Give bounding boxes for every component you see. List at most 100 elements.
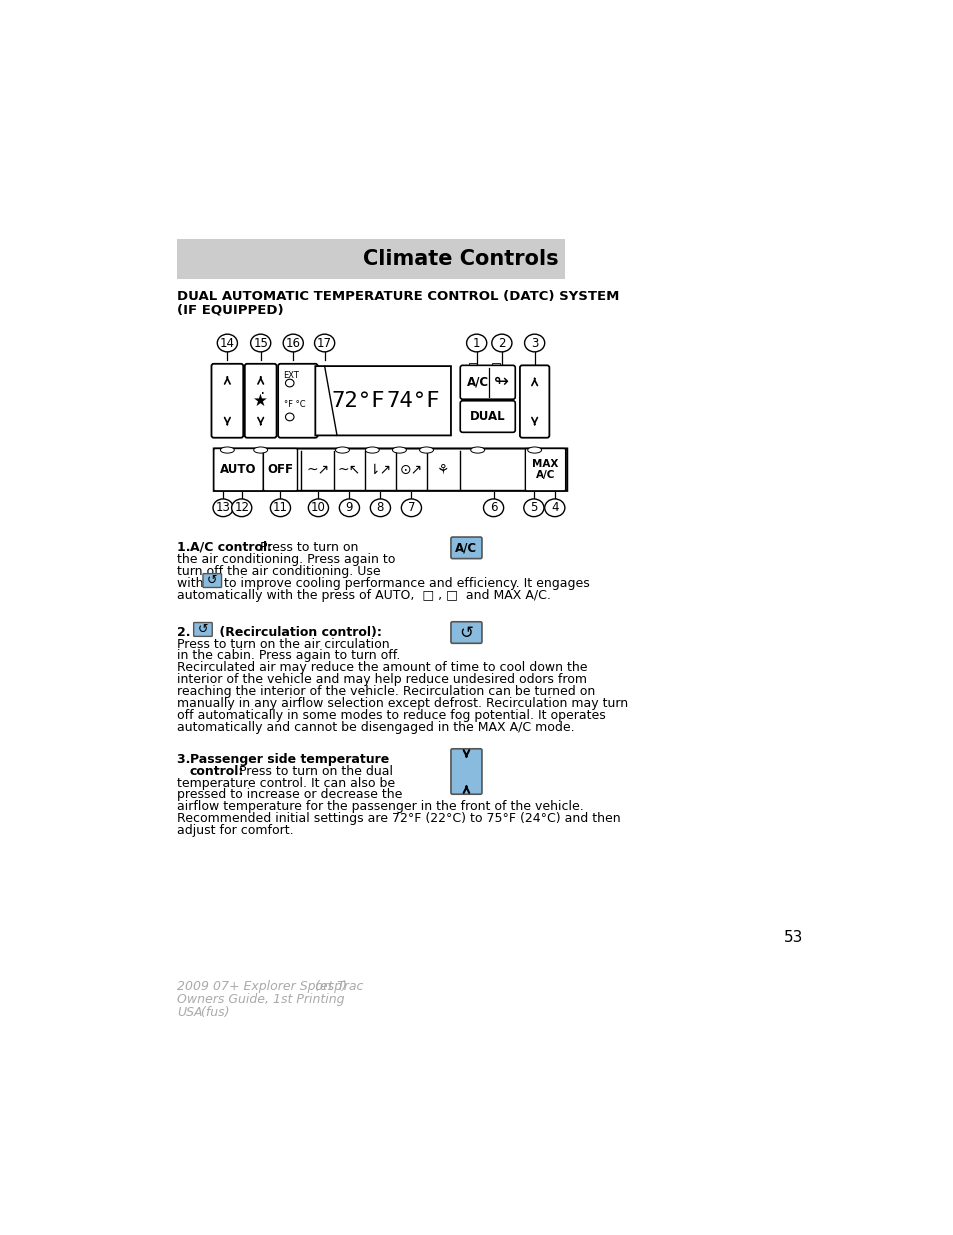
Text: 12: 12: [233, 501, 249, 514]
FancyBboxPatch shape: [213, 448, 567, 490]
Text: OFF: OFF: [267, 463, 294, 477]
Text: EXT: EXT: [283, 370, 299, 379]
Text: (esp): (esp): [311, 979, 347, 993]
Ellipse shape: [335, 447, 349, 453]
Ellipse shape: [220, 447, 234, 453]
Text: to improve cooling performance and efficiency. It engages: to improve cooling performance and effic…: [224, 577, 589, 589]
Text: 7: 7: [407, 501, 415, 514]
Text: 15: 15: [253, 336, 268, 350]
Text: 2009 07+ Explorer Sport Trac: 2009 07+ Explorer Sport Trac: [177, 979, 363, 993]
Ellipse shape: [251, 335, 271, 352]
FancyBboxPatch shape: [451, 748, 481, 794]
Text: 6: 6: [489, 501, 497, 514]
Text: 72°F: 72°F: [332, 390, 385, 411]
Text: ★̇: ★̇: [253, 391, 268, 410]
Bar: [483, 399, 491, 403]
Text: DUAL: DUAL: [470, 410, 505, 422]
Text: manually in any airflow selection except defrost. Recirculation may turn: manually in any airflow selection except…: [177, 698, 628, 710]
FancyBboxPatch shape: [278, 364, 317, 437]
Text: Press to turn on the air circulation: Press to turn on the air circulation: [177, 637, 390, 651]
Text: Passenger side temperature: Passenger side temperature: [190, 752, 389, 766]
Text: USA: USA: [177, 1007, 203, 1019]
Text: in the cabin. Press again to turn off.: in the cabin. Press again to turn off.: [177, 650, 400, 662]
Text: 3: 3: [531, 336, 537, 350]
Ellipse shape: [365, 447, 379, 453]
FancyBboxPatch shape: [213, 448, 263, 490]
Text: Press to turn on: Press to turn on: [256, 541, 358, 555]
Ellipse shape: [466, 335, 486, 352]
FancyBboxPatch shape: [451, 537, 481, 558]
Text: ↺: ↺: [207, 574, 217, 587]
Text: 2.: 2.: [177, 626, 195, 638]
Text: 17: 17: [316, 336, 332, 350]
Text: 1.: 1.: [177, 541, 195, 555]
Text: °F °C: °F °C: [283, 400, 305, 409]
FancyBboxPatch shape: [451, 621, 481, 643]
Text: ↺: ↺: [197, 622, 208, 636]
FancyBboxPatch shape: [245, 364, 276, 437]
Text: control:: control:: [190, 764, 244, 778]
Text: ~↖: ~↖: [337, 463, 360, 477]
Ellipse shape: [392, 447, 406, 453]
Text: interior of the vehicle and may help reduce undesired odors from: interior of the vehicle and may help red…: [177, 673, 587, 687]
FancyBboxPatch shape: [525, 448, 565, 490]
Text: temperature control. It can also be: temperature control. It can also be: [177, 777, 395, 789]
Text: 16: 16: [286, 336, 300, 350]
Ellipse shape: [544, 499, 564, 516]
Ellipse shape: [524, 335, 544, 352]
FancyBboxPatch shape: [315, 366, 451, 436]
Text: with: with: [177, 577, 208, 589]
Text: turn off the air conditioning. Use: turn off the air conditioning. Use: [177, 564, 380, 578]
FancyBboxPatch shape: [193, 622, 212, 636]
FancyBboxPatch shape: [212, 364, 243, 437]
Ellipse shape: [401, 499, 421, 516]
Bar: [492, 363, 499, 367]
Text: (Recirculation control):: (Recirculation control):: [214, 626, 381, 638]
FancyBboxPatch shape: [459, 401, 515, 432]
Text: automatically and cannot be disengaged in the MAX A/C mode.: automatically and cannot be disengaged i…: [177, 721, 575, 734]
Bar: [468, 363, 476, 367]
Text: automatically with the press of AUTO,  □ , □  and MAX A/C.: automatically with the press of AUTO, □ …: [177, 589, 551, 601]
Ellipse shape: [419, 447, 433, 453]
Text: Climate Controls: Climate Controls: [363, 249, 558, 269]
Text: pressed to increase or decrease the: pressed to increase or decrease the: [177, 788, 402, 802]
Text: 9: 9: [345, 501, 353, 514]
Text: 5: 5: [530, 501, 537, 514]
Text: ↬: ↬: [494, 373, 509, 391]
Ellipse shape: [370, 499, 390, 516]
Text: 74°F: 74°F: [386, 390, 439, 411]
Text: 3.: 3.: [177, 752, 195, 766]
Text: ↺: ↺: [459, 624, 473, 641]
Text: AUTO: AUTO: [220, 463, 256, 477]
Ellipse shape: [470, 447, 484, 453]
Text: A/C control:: A/C control:: [190, 541, 272, 555]
FancyBboxPatch shape: [203, 573, 221, 588]
Text: ⚘: ⚘: [436, 463, 448, 477]
Ellipse shape: [285, 379, 294, 387]
Ellipse shape: [527, 447, 541, 453]
Text: Recommended initial settings are 72°F (22°C) to 75°F (24°C) and then: Recommended initial settings are 72°F (2…: [177, 813, 620, 825]
Text: A/C: A/C: [467, 375, 489, 389]
Text: 11: 11: [273, 501, 288, 514]
FancyBboxPatch shape: [459, 366, 515, 399]
Text: 2: 2: [497, 336, 505, 350]
Ellipse shape: [339, 499, 359, 516]
Text: 13: 13: [215, 501, 231, 514]
Ellipse shape: [314, 335, 335, 352]
Ellipse shape: [217, 335, 237, 352]
Ellipse shape: [492, 335, 512, 352]
Text: 1: 1: [473, 336, 480, 350]
Text: reaching the interior of the vehicle. Recirculation can be turned on: reaching the interior of the vehicle. Re…: [177, 685, 595, 698]
Text: 53: 53: [783, 930, 802, 945]
Text: 14: 14: [219, 336, 234, 350]
Ellipse shape: [270, 499, 291, 516]
Text: 8: 8: [376, 501, 384, 514]
Ellipse shape: [232, 499, 252, 516]
FancyBboxPatch shape: [177, 240, 564, 279]
Text: Press to turn on the dual: Press to turn on the dual: [234, 764, 393, 778]
Text: Recirculated air may reduce the amount of time to cool down the: Recirculated air may reduce the amount o…: [177, 662, 587, 674]
Text: the air conditioning. Press again to: the air conditioning. Press again to: [177, 553, 395, 566]
FancyBboxPatch shape: [263, 448, 297, 490]
Text: Owners Guide, 1st Printing: Owners Guide, 1st Printing: [177, 993, 345, 1005]
Ellipse shape: [308, 499, 328, 516]
